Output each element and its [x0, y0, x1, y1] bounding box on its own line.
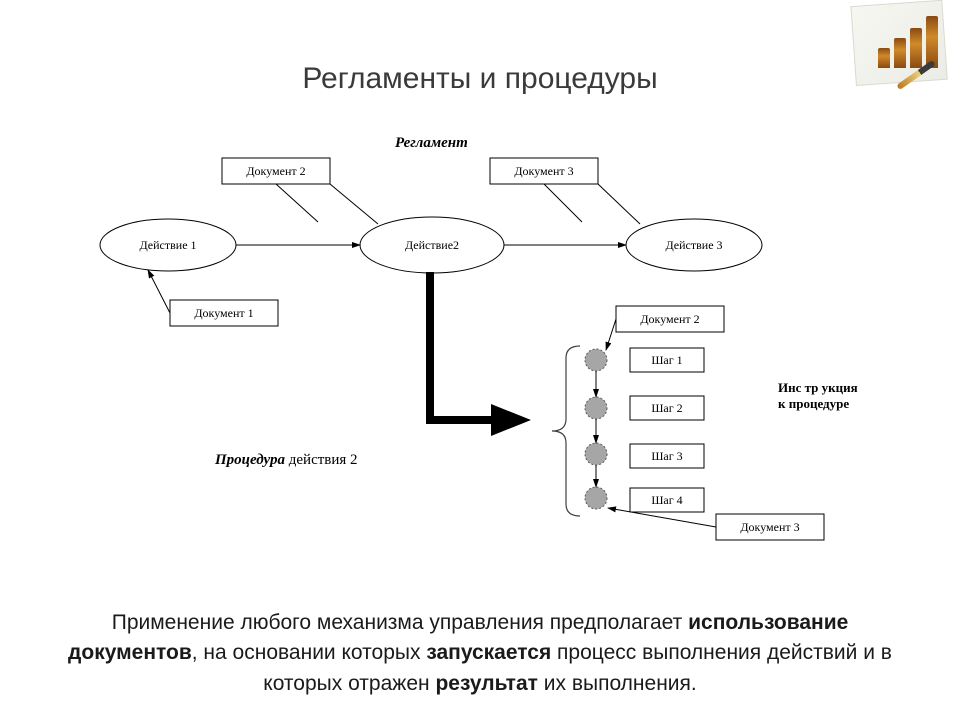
- ellipse-label-act2: Действие2: [405, 238, 459, 252]
- box-label-doc2r: Документ 2: [640, 312, 699, 326]
- step-circle-2: [585, 443, 607, 465]
- edge-5: [598, 184, 640, 224]
- step-circle-3: [585, 487, 607, 509]
- step-label-s2: Шаг 2: [651, 401, 682, 415]
- logo-bar-1: [894, 38, 906, 68]
- box-label-doc3top: Документ 3: [514, 164, 573, 178]
- box-label-doc3b: Документ 3: [740, 520, 799, 534]
- ellipse-label-act1: Действие 1: [139, 238, 196, 252]
- logo-bar-0: [878, 48, 890, 68]
- box-label-doc1: Документ 1: [194, 306, 253, 320]
- edge-7: [606, 319, 616, 350]
- edge-3: [330, 184, 378, 224]
- edge-2: [276, 184, 318, 222]
- step-label-s3: Шаг 3: [651, 449, 682, 463]
- edge-4: [544, 184, 582, 222]
- caption-text: Применение любого механизма управления п…: [0, 608, 960, 699]
- step-circle-1: [585, 397, 607, 419]
- box-label-doc2top: Документ 2: [246, 164, 305, 178]
- corner-chart-icon: [856, 8, 946, 86]
- brace: [552, 346, 580, 516]
- edge-6: [148, 270, 170, 313]
- step-label-s1: Шаг 1: [651, 353, 682, 367]
- step-circle-0: [585, 349, 607, 371]
- step-label-s4: Шаг 4: [651, 493, 682, 507]
- ellipse-label-act3: Действие 3: [665, 238, 722, 252]
- logo-bar-2: [910, 28, 922, 68]
- thick-arrow: [430, 272, 515, 420]
